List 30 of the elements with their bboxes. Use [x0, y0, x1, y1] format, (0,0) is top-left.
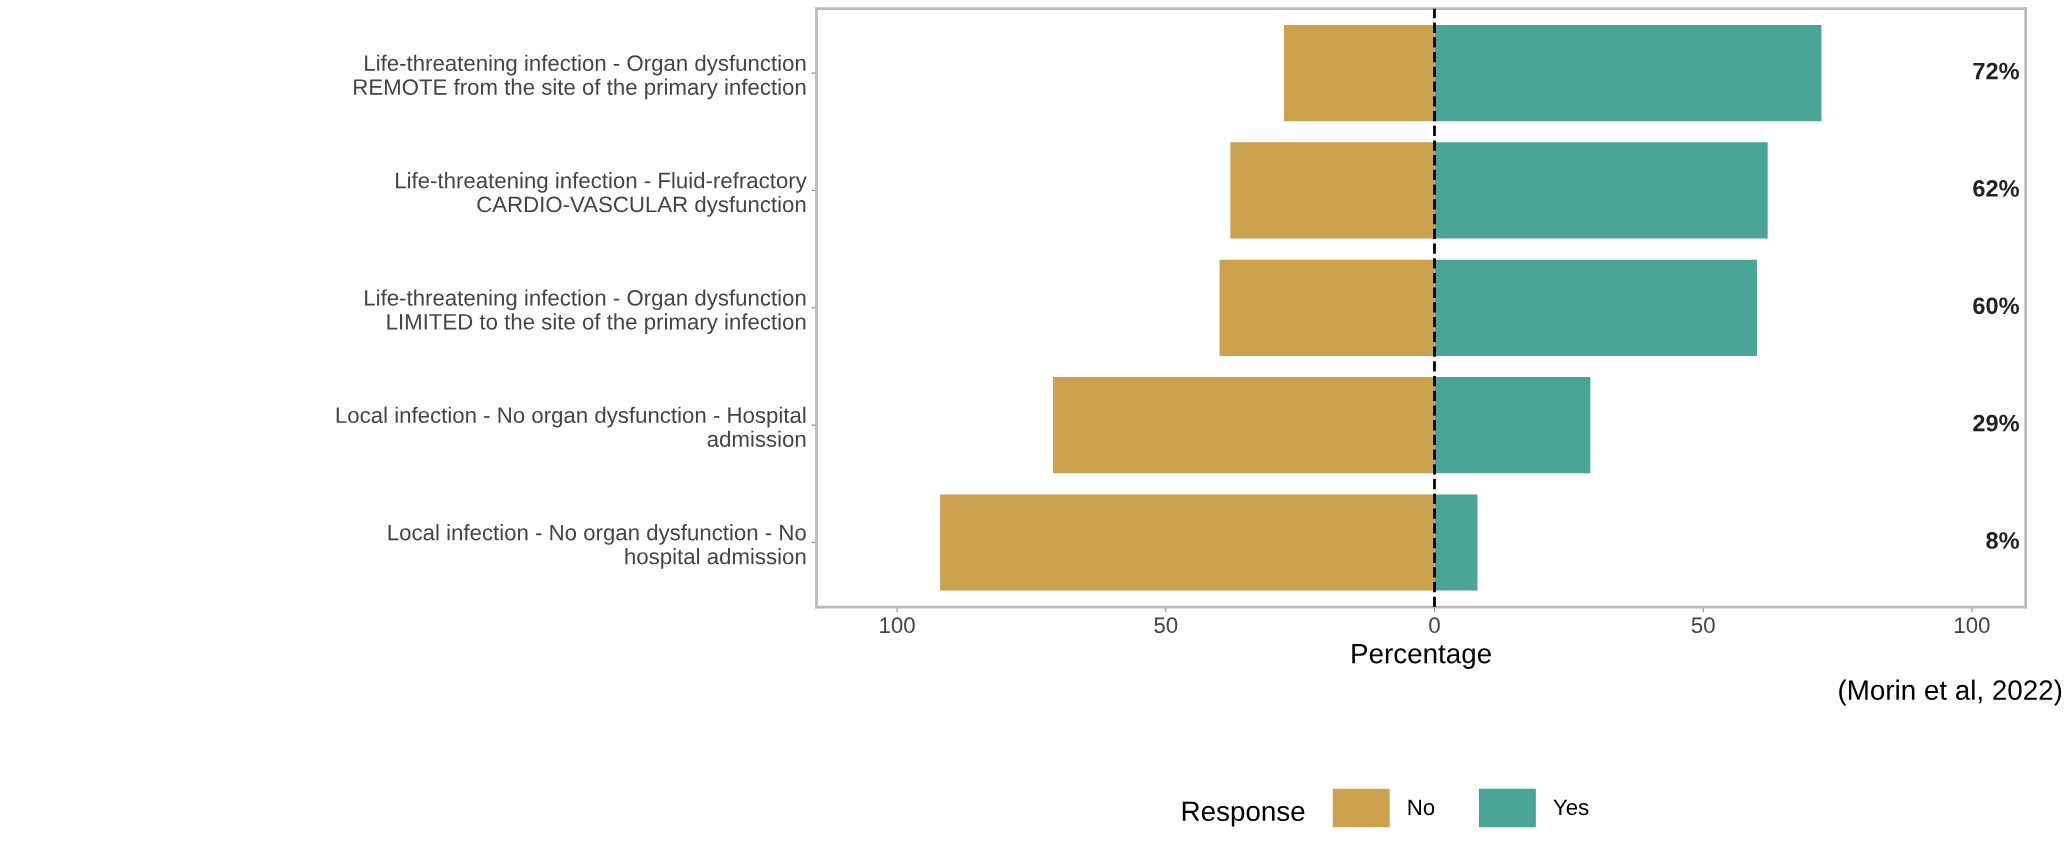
y-tick-label: Local infection - No organ dysfunction - No hospital admission: [388, 524, 806, 569]
y-tick-label: Life-threatening infection - Organ dysfunction REMOTE from the site of the primary infection: [354, 54, 806, 100]
bar: [1434, 494, 1478, 591]
annotation: 60%: [1973, 297, 2019, 315]
bar: [1434, 24, 1822, 122]
annotation: 29%: [1973, 414, 2019, 432]
x-tick-label: 100: [880, 617, 915, 634]
bar: [1434, 377, 1591, 474]
y-tick-label: Local infection - No organ dysfunction - Hospital admission: [336, 406, 806, 447]
annotation: 62%: [1973, 180, 2019, 197]
annotation: 8%: [1986, 532, 2019, 549]
y-tick-label: Life-threatening infection - Fluid-refractory CARDIO-VASCULAR dysfunction: [396, 172, 807, 217]
x-tick-label: 100: [1955, 617, 1990, 634]
bar: [940, 494, 1435, 591]
bar: [1052, 377, 1435, 474]
bar: [1230, 142, 1435, 239]
bar: [1219, 259, 1435, 356]
x-tick-label: 50: [1691, 617, 1715, 634]
text: (Morin et al, 2022): [1839, 679, 2062, 706]
bar: [1284, 24, 1435, 122]
legend-label: No: [1408, 799, 1435, 816]
x-axis-title: Percentage: [1352, 644, 1491, 669]
legend-title: Response: [1182, 801, 1305, 827]
bar: [1434, 142, 1768, 239]
annotation: 72%: [1973, 62, 2019, 80]
y-tick-label: Life-threatening infection - Organ dysfunction LIMITED to the site of the primary infection: [365, 289, 806, 335]
x-tick-label: 0: [1429, 617, 1440, 634]
bar: [1434, 259, 1757, 356]
legend-label: Yes: [1553, 799, 1589, 816]
x-tick-label: 50: [1154, 617, 1178, 634]
